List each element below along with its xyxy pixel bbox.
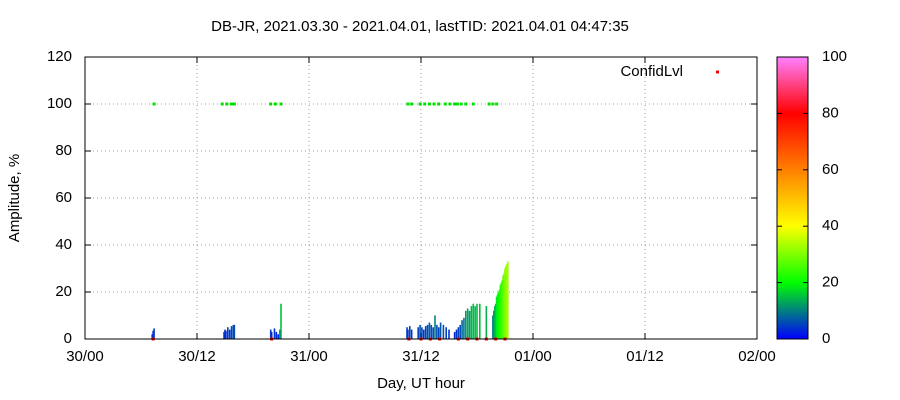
plot-frame [84,56,758,340]
confidence-point [487,102,491,106]
colorbar-tick-label: 20 [822,274,839,291]
x-tick-label: 02/00 [738,348,776,365]
confidence-point [225,102,229,106]
confidence-point [232,102,236,106]
colorbar-tick-label: 80 [822,104,839,121]
x-tick-label: 01/00 [514,348,552,365]
confidence-point [273,102,277,106]
confidence-point [464,102,468,106]
confidence-point [230,102,234,106]
y-axis-label: Amplitude, % [6,154,23,242]
y-tick-label: 60 [55,189,72,206]
confidence-point [152,102,156,106]
confidence-point [459,102,463,106]
y-tick-label: 120 [47,48,72,65]
x-tick-label: 30/12 [178,348,216,365]
chart-title: DB-JR, 2021.03.30 - 2021.04.01, lastTID:… [211,18,629,35]
x-tick-label: 01/12 [626,348,664,365]
colorbar-tick-label: 100 [822,48,847,65]
x-tick-label: 30/00 [66,348,104,365]
x-tick-label: 31/00 [290,348,328,365]
confidence-point [410,102,414,106]
y-tick-label: 80 [55,142,72,159]
y-tick-label: 20 [55,283,72,300]
x-tick-label: 31/12 [402,348,440,365]
confidence-point [406,102,410,106]
y-tick-label: 40 [55,236,72,253]
colorbar-tick-label: 40 [822,217,839,234]
colorbar-tick-label: 60 [822,161,839,178]
y-tick-label: 100 [47,95,72,112]
confidence-point [453,102,457,106]
confidence-point [443,102,447,106]
confidence-point [471,102,475,106]
colorbar-tick-label: 0 [822,330,830,347]
y-tick-label: 0 [64,330,72,347]
confidence-point [427,102,431,106]
confidence-point [269,102,273,106]
x-axis-label: Day, UT hour [377,375,465,392]
confidence-point [279,102,283,106]
legend-marker [716,70,719,74]
colorbar [776,56,809,340]
confidence-point [491,102,495,106]
confidence-point [495,102,499,106]
legend-label: ConfidLvl [620,63,683,80]
confidence-point [423,102,427,106]
confidence-point [455,102,459,106]
confidence-point [432,102,436,106]
confidence-point [220,102,224,106]
confidence-point [418,102,422,106]
confidence-point [448,102,452,106]
confidence-point [437,102,441,106]
